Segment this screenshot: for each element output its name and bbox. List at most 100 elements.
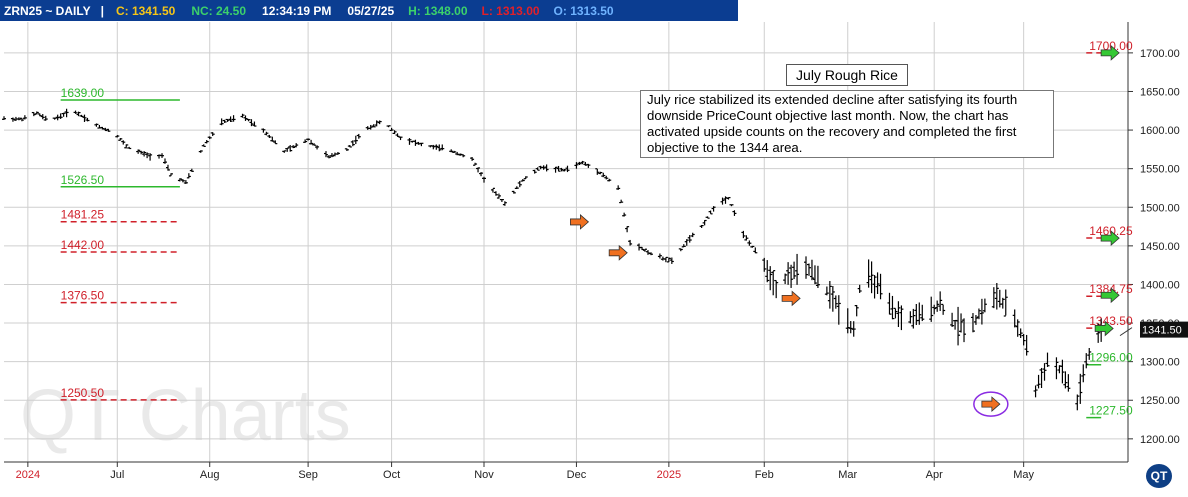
price-bar bbox=[40, 114, 45, 120]
price-bar bbox=[377, 120, 382, 125]
price-bar bbox=[306, 138, 311, 141]
price-bar bbox=[43, 115, 48, 121]
price-bar bbox=[890, 295, 895, 320]
price-bar bbox=[911, 308, 916, 329]
signal-arrow-icon bbox=[981, 396, 1001, 412]
price-bar bbox=[490, 187, 495, 193]
price-bar bbox=[878, 273, 883, 300]
y-tick-label: 1250.00 bbox=[1140, 395, 1180, 407]
price-bar bbox=[386, 125, 391, 128]
price-bar bbox=[389, 127, 394, 132]
price-level-label: 1227.50 bbox=[1089, 404, 1133, 418]
price-bar bbox=[824, 286, 829, 296]
price-bar bbox=[643, 248, 648, 252]
price-bar bbox=[804, 256, 809, 279]
price-bar bbox=[1084, 353, 1089, 369]
price-bar bbox=[520, 179, 525, 182]
price-bar bbox=[371, 124, 376, 128]
price-bar bbox=[720, 197, 725, 205]
price-bar bbox=[994, 282, 999, 310]
price-bar bbox=[392, 130, 397, 135]
price-bar bbox=[935, 300, 940, 312]
price-bar bbox=[973, 315, 978, 325]
price-bar bbox=[645, 250, 650, 255]
price-level-label: 1481.25 bbox=[61, 208, 105, 222]
commentary-box: July rice stabilized its extended declin… bbox=[640, 90, 1054, 158]
price-bar bbox=[583, 161, 588, 166]
price-bar bbox=[273, 140, 278, 145]
price-bar bbox=[267, 134, 272, 139]
price-bar bbox=[789, 264, 794, 288]
price-bar bbox=[899, 305, 904, 331]
y-tick-label: 1200.00 bbox=[1140, 434, 1180, 446]
price-bar bbox=[461, 154, 466, 158]
price-bar bbox=[601, 172, 606, 178]
price-bar bbox=[532, 169, 537, 174]
price-bar bbox=[1021, 333, 1026, 346]
price-bar bbox=[792, 261, 797, 280]
price-bar bbox=[908, 311, 913, 324]
price-bar bbox=[326, 155, 331, 159]
price-bar bbox=[559, 167, 564, 172]
price-bar bbox=[523, 176, 528, 180]
price-bar bbox=[580, 160, 585, 165]
price-bar bbox=[198, 150, 203, 153]
price-bar bbox=[705, 216, 710, 219]
price-bar bbox=[103, 127, 108, 132]
price-bar bbox=[1087, 348, 1092, 360]
price-bar bbox=[577, 161, 582, 165]
price-bar bbox=[73, 110, 78, 114]
price-bar bbox=[37, 113, 42, 117]
price-bar bbox=[625, 226, 630, 233]
signal-arrow-icon bbox=[1094, 320, 1114, 337]
price-bar bbox=[562, 169, 567, 172]
price-bar bbox=[1036, 374, 1041, 389]
price-bar bbox=[920, 304, 925, 322]
price-bar bbox=[19, 117, 24, 122]
price-bar bbox=[473, 162, 478, 166]
price-bar bbox=[544, 164, 549, 172]
price-bar bbox=[970, 313, 975, 333]
price-bar bbox=[845, 308, 850, 334]
price-bar bbox=[374, 120, 379, 127]
price-bar bbox=[604, 175, 609, 180]
price-bar bbox=[1033, 385, 1038, 398]
price-bar bbox=[556, 165, 561, 172]
time-label: 12:34:19 PM bbox=[262, 3, 332, 18]
x-tick-label: 2025 bbox=[657, 469, 681, 481]
x-tick-label: Jul bbox=[110, 469, 124, 481]
y-tick-label: 1700.00 bbox=[1140, 48, 1180, 60]
price-bar bbox=[511, 190, 516, 194]
price-bar bbox=[31, 111, 36, 117]
price-bar bbox=[493, 191, 498, 196]
price-bar bbox=[228, 116, 233, 122]
price-bar bbox=[449, 149, 454, 153]
price-bar bbox=[1045, 352, 1050, 367]
chart-title-box: July Rough Rice bbox=[786, 64, 908, 86]
price-bar bbox=[836, 295, 841, 325]
price-bar bbox=[294, 143, 299, 148]
x-tick-label: Sep bbox=[298, 469, 318, 481]
price-bar bbox=[914, 304, 919, 326]
price-bar bbox=[678, 248, 683, 252]
price-bar bbox=[124, 144, 129, 149]
price-bar bbox=[854, 304, 859, 317]
price-bar bbox=[496, 193, 501, 199]
price-bar bbox=[243, 115, 248, 121]
price-bar bbox=[470, 156, 475, 161]
price-bar bbox=[350, 140, 355, 147]
price-bar bbox=[162, 158, 167, 164]
price-bar bbox=[711, 206, 716, 212]
y-tick-label: 1650.00 bbox=[1140, 86, 1180, 98]
price-bar bbox=[732, 210, 737, 216]
signal-circle bbox=[973, 391, 1009, 417]
price-bar bbox=[872, 275, 877, 299]
y-tick-label: 1600.00 bbox=[1140, 125, 1180, 137]
price-bars bbox=[2, 108, 1104, 411]
price-bar bbox=[356, 133, 361, 139]
price-bar bbox=[1015, 319, 1020, 337]
open-value: O: 1313.50 bbox=[553, 3, 614, 18]
price-bar bbox=[979, 298, 984, 325]
price-bar bbox=[303, 139, 308, 143]
price-bar bbox=[61, 112, 66, 117]
